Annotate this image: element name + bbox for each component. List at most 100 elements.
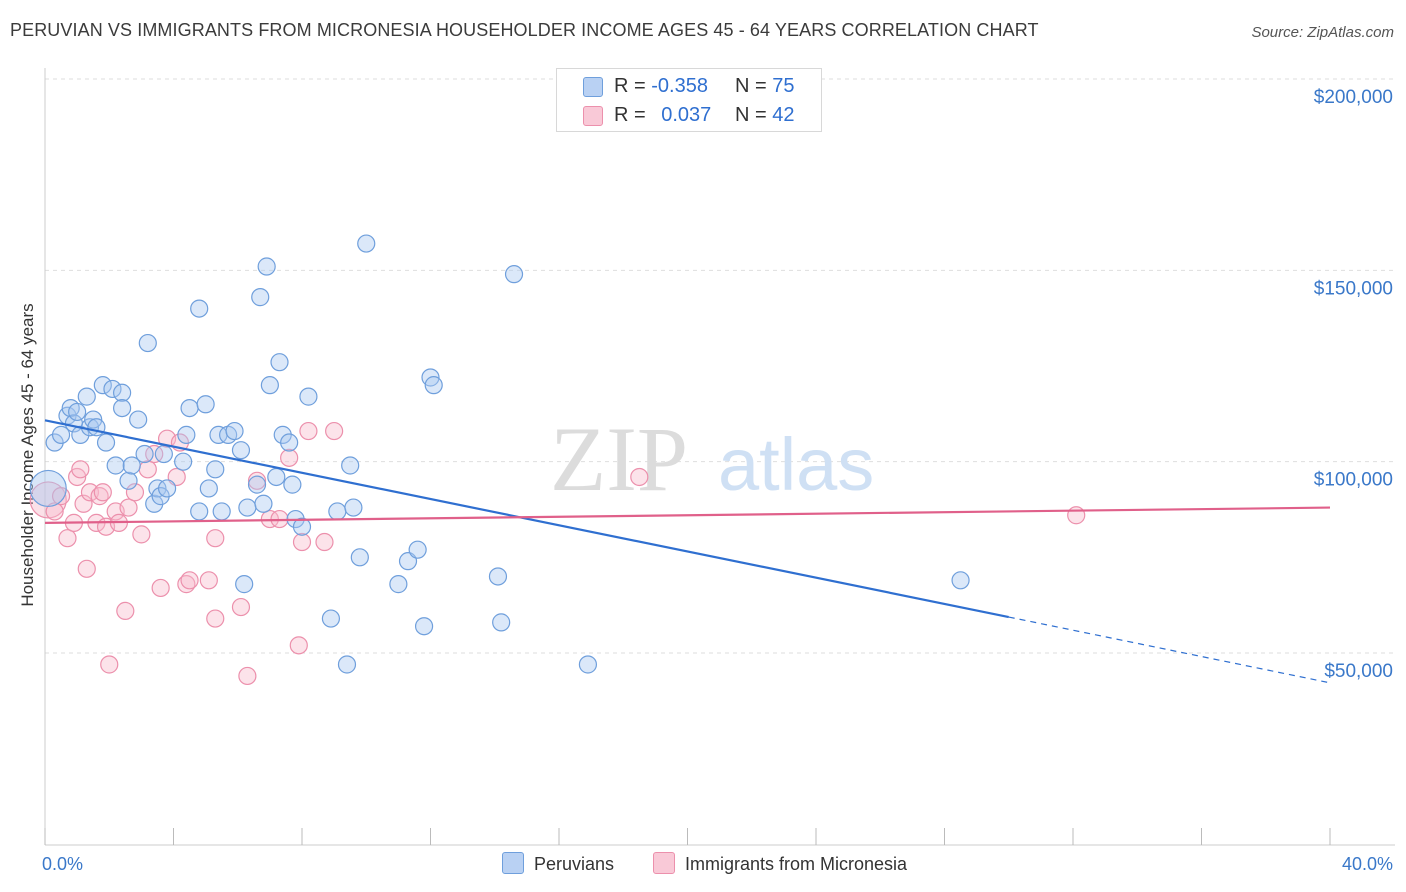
micronesia-trend-line bbox=[44, 506, 1331, 524]
peruvian-point bbox=[414, 617, 434, 636]
peruvian-point bbox=[154, 444, 173, 464]
bottom-legend-swatch-blue bbox=[502, 852, 524, 874]
peruvian-point bbox=[344, 498, 363, 517]
peruvian-point bbox=[292, 517, 312, 536]
peruvian-point bbox=[87, 418, 106, 437]
micronesia-point bbox=[289, 636, 308, 655]
micronesia-point bbox=[29, 481, 67, 519]
peruvian-point bbox=[260, 376, 279, 395]
micronesia-point bbox=[1067, 506, 1086, 525]
legend-r-value: 0.037 bbox=[661, 104, 712, 126]
bottom-legend-label: Immigrants from Micronesia bbox=[685, 854, 908, 874]
peruvian-point bbox=[225, 421, 244, 441]
x-tick-label: 40.0% bbox=[1342, 854, 1393, 874]
micronesia-point bbox=[71, 460, 90, 479]
micronesia-point bbox=[74, 494, 93, 513]
micronesia-point bbox=[125, 483, 145, 502]
peruvian-point bbox=[77, 387, 96, 406]
peruvian-point bbox=[267, 467, 286, 487]
peruvian-point bbox=[206, 460, 225, 479]
peruvian-point bbox=[389, 575, 408, 594]
y-tick-label: $150,000 bbox=[1314, 278, 1393, 299]
peruvian-point bbox=[341, 456, 360, 475]
peruvian-point bbox=[119, 471, 138, 490]
micronesia-point bbox=[93, 483, 112, 502]
micronesia-point bbox=[247, 471, 267, 490]
peruvian-point bbox=[29, 469, 67, 508]
peruvian-point bbox=[51, 425, 71, 444]
micronesia-point bbox=[58, 529, 77, 548]
legend-r-label: R = bbox=[614, 104, 652, 126]
x-tick-labels: 0.0% 40.0% bbox=[42, 854, 1393, 874]
peruvian-point bbox=[93, 376, 112, 395]
peruvian-point bbox=[112, 383, 132, 402]
legend-n-label: N = bbox=[735, 75, 773, 97]
legend-swatch-blue bbox=[583, 77, 603, 97]
peruvian-point bbox=[135, 444, 154, 464]
peruvian-point bbox=[71, 425, 90, 444]
peruvian-point bbox=[112, 398, 132, 418]
peruvian-point bbox=[321, 609, 341, 628]
peruvian-point bbox=[247, 475, 267, 494]
micronesia-point bbox=[299, 421, 318, 441]
peruvian-point bbox=[299, 387, 318, 406]
y-tick-labels: $50,000 $100,000 $150,000 $200,000 bbox=[1314, 87, 1393, 682]
peruvian-point bbox=[251, 288, 270, 307]
micronesia-point bbox=[151, 578, 170, 598]
legend-n-value: 75 bbox=[772, 75, 795, 97]
peruvian-point bbox=[578, 655, 598, 674]
micronesia-points bbox=[29, 421, 1086, 686]
peruvian-point bbox=[951, 571, 970, 590]
y-tick-label: $200,000 bbox=[1314, 87, 1393, 108]
peruvian-point bbox=[504, 265, 524, 284]
peruvian-point bbox=[488, 567, 508, 586]
micronesia-point bbox=[138, 460, 157, 479]
micronesia-point bbox=[132, 525, 151, 544]
trend-lines bbox=[44, 419, 1331, 684]
peruvian-point bbox=[231, 441, 251, 460]
grid-lines bbox=[45, 78, 1395, 654]
chart-title: PERUVIAN VS IMMIGRANTS FROM MICRONESIA H… bbox=[10, 20, 1039, 40]
peruvian-point bbox=[157, 479, 177, 498]
peruvian-point bbox=[190, 299, 209, 318]
micronesia-point bbox=[325, 421, 344, 441]
peruvian-point bbox=[212, 502, 231, 521]
watermark-zip: ZIP bbox=[550, 408, 688, 510]
peruvian-point bbox=[254, 494, 273, 513]
legend-row-micronesia: R = 0.037 N = 42 bbox=[557, 100, 821, 130]
peruvian-point bbox=[138, 333, 157, 353]
micronesia-point bbox=[238, 666, 257, 686]
peruvian-point bbox=[180, 398, 199, 418]
peruvian-point bbox=[177, 425, 196, 444]
peruvian-point bbox=[337, 655, 357, 674]
peruvian-point bbox=[129, 410, 148, 429]
peruvian-points bbox=[29, 234, 970, 674]
micronesia-point bbox=[630, 467, 649, 487]
legend-n-label: N = bbox=[735, 104, 773, 126]
peruvian-point bbox=[350, 548, 369, 567]
micronesia-point bbox=[231, 597, 251, 617]
peruvian-point bbox=[283, 475, 302, 494]
peruvian-point bbox=[68, 402, 87, 422]
bottom-legend-micronesia: Immigrants from Micronesia bbox=[653, 852, 907, 875]
peruvian-point bbox=[424, 376, 443, 395]
peruvian-point bbox=[103, 379, 122, 399]
micronesia-point bbox=[145, 444, 164, 464]
y-tick-label: $100,000 bbox=[1314, 470, 1393, 491]
axes bbox=[44, 68, 1395, 846]
micronesia-point bbox=[77, 559, 96, 578]
micronesia-point bbox=[100, 655, 119, 674]
micronesia-point bbox=[116, 601, 135, 621]
micronesia-point bbox=[315, 532, 334, 552]
source-credit: Source: ZipAtlas.com bbox=[1251, 24, 1394, 41]
peruvian-point bbox=[328, 502, 347, 521]
y-tick-label: $50,000 bbox=[1324, 661, 1393, 682]
watermark-atlas: atlas bbox=[718, 423, 874, 506]
micronesia-point bbox=[180, 571, 199, 590]
peruvian-trend-extension bbox=[1008, 616, 1331, 684]
legend-r-label: R = bbox=[614, 75, 652, 97]
peruvian-point bbox=[190, 502, 209, 521]
legend-row-peruvians: R = -0.358 N = 75 bbox=[557, 71, 821, 101]
micronesia-point bbox=[206, 529, 225, 548]
